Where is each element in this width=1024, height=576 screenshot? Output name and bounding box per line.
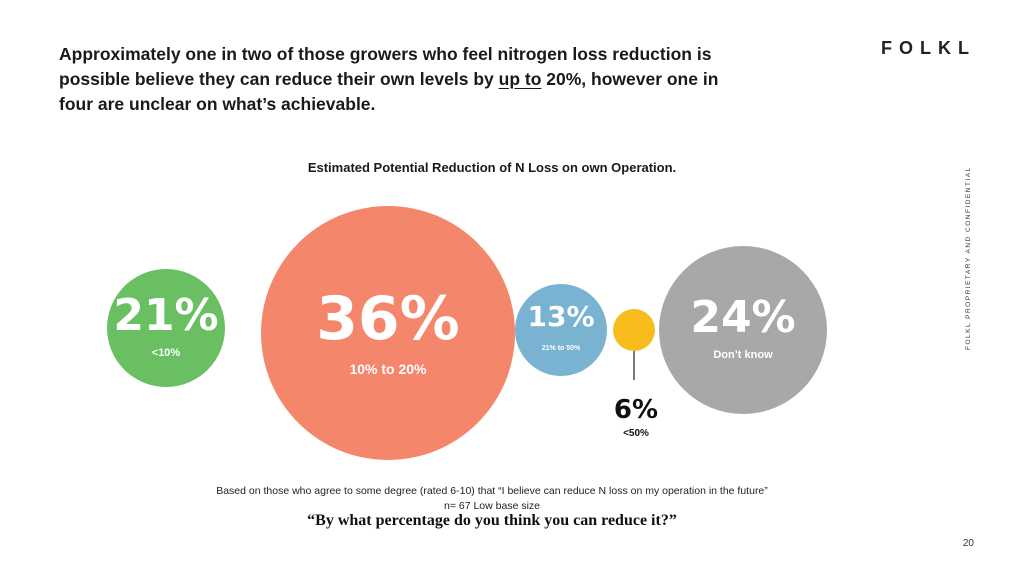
- bubble-2: [261, 206, 515, 460]
- bubble-value-5: 24%: [690, 292, 795, 343]
- bubble-label-3: 21% to 50%: [542, 345, 581, 352]
- sample-note: n= 67 Low base size: [443, 500, 541, 512]
- bubble-1: [107, 269, 225, 387]
- survey-question: “By what percentage do you think you can…: [307, 512, 677, 529]
- bubble-value-2: 36%: [316, 284, 460, 354]
- bubble-value-4: 6%: [614, 395, 658, 425]
- bubble-3: [515, 284, 607, 376]
- bubble-label-2: 10% to 20%: [349, 361, 427, 377]
- bubble-4: [613, 309, 655, 351]
- chart-title: Estimated Potential Reduction of N Loss …: [307, 160, 677, 175]
- bubble-value-3: 13%: [527, 300, 594, 333]
- headline-underlined: up to: [498, 69, 542, 89]
- bubble-label-4: <50%: [623, 428, 649, 439]
- bubble-5: [659, 246, 827, 414]
- base-note: Based on those who agree to some degree …: [216, 485, 768, 497]
- brand-logo: FOLKL: [881, 38, 976, 58]
- headline: Approximately one in two of those grower…: [59, 42, 719, 117]
- headline-part1: Approximately one in two of those grower…: [59, 44, 712, 89]
- page-number: 20: [962, 538, 974, 549]
- bubble-value-1: 21%: [113, 290, 218, 341]
- bubble-label-1: <10%: [152, 347, 181, 359]
- headline-part2: 20%, however one in four are unclear on …: [59, 69, 719, 114]
- bubble-label-5: Don’t know: [713, 349, 773, 361]
